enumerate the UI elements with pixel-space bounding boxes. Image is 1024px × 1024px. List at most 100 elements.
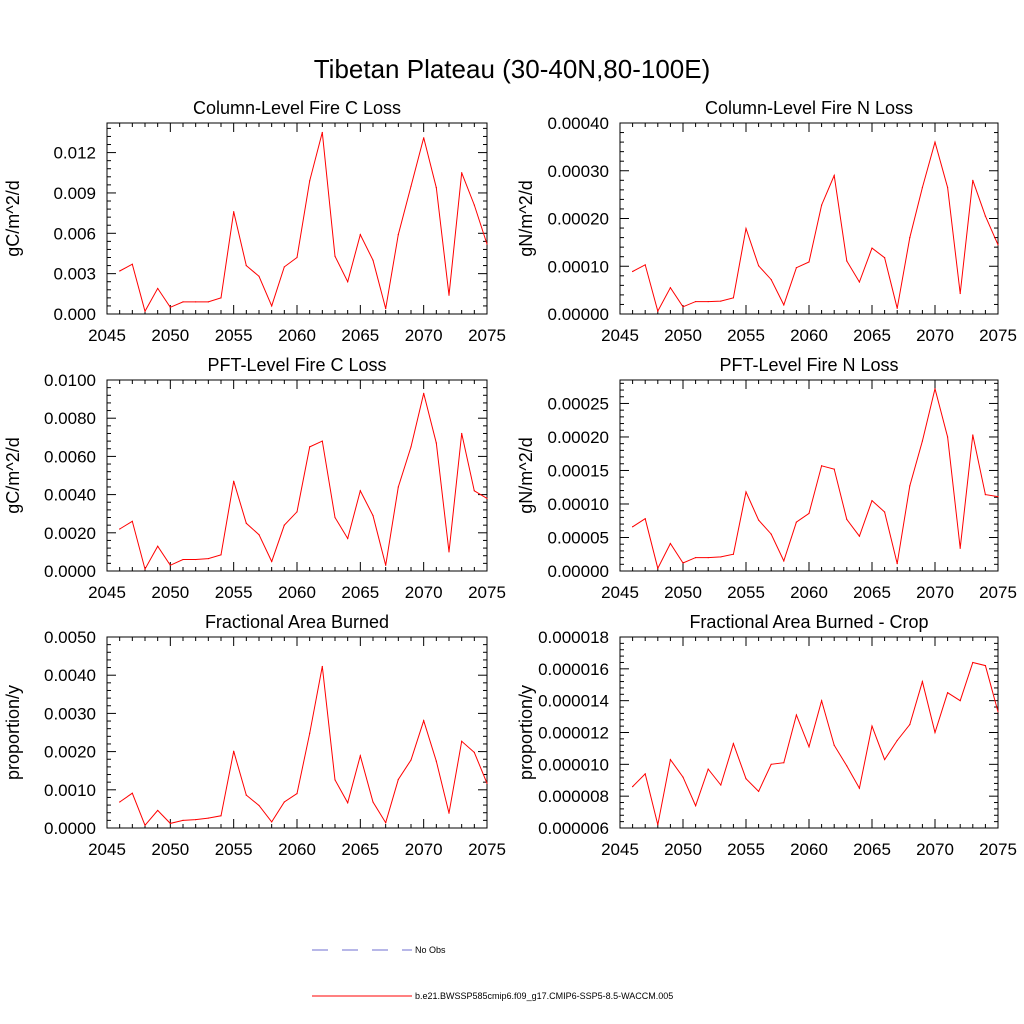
data-point	[473, 751, 475, 753]
x-tick-label: 2045	[88, 326, 126, 345]
series-line	[119, 393, 488, 571]
data-point	[972, 434, 974, 436]
data-point	[858, 281, 861, 283]
data-point	[423, 720, 425, 722]
data-point	[385, 564, 387, 566]
plot-frame	[106, 379, 488, 572]
y-tick-label: 0.00025	[548, 394, 609, 413]
data-point	[245, 522, 247, 524]
data-point	[245, 264, 247, 267]
x-tick-label: 2070	[916, 326, 954, 345]
data-point	[682, 562, 684, 564]
x-tick-label: 2065	[853, 583, 891, 602]
y-tick-label: 0.0010	[44, 781, 96, 800]
data-point	[195, 818, 197, 821]
x-tick-label: 2055	[727, 840, 765, 859]
data-point	[858, 787, 861, 789]
data-point	[808, 746, 810, 748]
data-point	[732, 743, 735, 745]
x-tick-label: 2070	[916, 583, 954, 602]
data-point	[119, 528, 121, 530]
data-point	[959, 700, 961, 702]
y-tick-label: 0.0000	[44, 819, 96, 838]
data-point	[783, 560, 785, 562]
data-point	[821, 700, 823, 702]
series-line	[632, 388, 999, 570]
data-point	[182, 819, 184, 821]
legend: No Obs b.e21.BWSSP585cmip6.f09_g17.CMIP6…	[312, 945, 673, 1001]
y-tick-label: 0.000018	[538, 628, 609, 647]
series-line	[632, 661, 999, 825]
legend-entry-no-obs: No Obs	[312, 945, 446, 955]
data-point	[783, 762, 785, 764]
data-point	[182, 558, 184, 561]
figure-title: Tibetan Plateau (30-40N,80-100E)	[314, 54, 711, 84]
data-point	[271, 821, 273, 823]
data-point	[707, 556, 709, 559]
data-point	[157, 287, 159, 290]
y-tick-label: 0.00030	[548, 162, 609, 181]
data-point	[732, 553, 735, 555]
y-tick-label: 0.000014	[538, 692, 609, 711]
data-point	[296, 256, 298, 259]
data-point	[833, 468, 835, 470]
data-point	[644, 518, 646, 520]
data-point	[359, 490, 361, 492]
data-point	[997, 711, 999, 713]
data-point	[435, 760, 437, 762]
data-point	[770, 763, 772, 765]
x-tick-label: 2060	[790, 583, 828, 602]
data-point	[644, 264, 646, 266]
x-tick-label: 2060	[278, 326, 316, 345]
x-tick-label: 2055	[727, 326, 765, 345]
subplot-title: Column-Level Fire N Loss	[705, 98, 913, 118]
x-tick-label: 2060	[790, 840, 828, 859]
data-point	[669, 758, 672, 761]
y-axis-label: gC/m^2/d	[3, 437, 23, 513]
data-point	[884, 257, 886, 259]
data-point	[220, 815, 222, 817]
data-point	[770, 279, 772, 281]
data-point	[657, 310, 659, 312]
data-point	[309, 732, 311, 734]
data-point	[119, 801, 121, 803]
data-point	[909, 485, 911, 487]
data-point	[846, 765, 848, 767]
data-point	[448, 812, 450, 814]
data-point	[682, 306, 684, 308]
data-point	[372, 259, 374, 261]
x-tick-label: 2075	[468, 840, 506, 859]
x-tick-label: 2060	[278, 583, 316, 602]
x-tick-label: 2050	[151, 840, 189, 859]
y-tick-label: 0.0020	[44, 524, 96, 543]
data-point	[720, 556, 722, 558]
data-point	[385, 822, 387, 824]
plot-frame	[106, 122, 488, 315]
data-point	[984, 494, 987, 496]
x-tick-label: 2070	[405, 583, 443, 602]
data-point	[410, 759, 412, 761]
data-point	[372, 515, 374, 517]
y-tick-label: 0.012	[53, 144, 96, 163]
data-point	[119, 270, 121, 272]
x-tick-label: 2050	[664, 326, 702, 345]
data-point	[632, 270, 634, 273]
data-point	[972, 661, 974, 664]
panel-5: Fractional Area Burned proportion/y 2045 20…	[3, 612, 506, 859]
x-tick-label: 2045	[88, 583, 126, 602]
y-tick-label: 0.00010	[548, 495, 609, 514]
y-axis-label: gC/m^2/d	[3, 180, 23, 256]
data-point	[258, 804, 260, 807]
data-point	[808, 512, 810, 514]
y-tick-label: 0.000008	[538, 787, 609, 806]
y-tick-label: 0.0050	[44, 628, 96, 647]
data-point	[207, 301, 209, 303]
x-tick-label: 2055	[215, 583, 253, 602]
data-point	[934, 731, 936, 734]
series-line	[632, 140, 999, 313]
data-point	[309, 180, 311, 182]
data-point	[347, 281, 349, 283]
data-point	[271, 560, 273, 563]
data-point	[783, 304, 785, 306]
